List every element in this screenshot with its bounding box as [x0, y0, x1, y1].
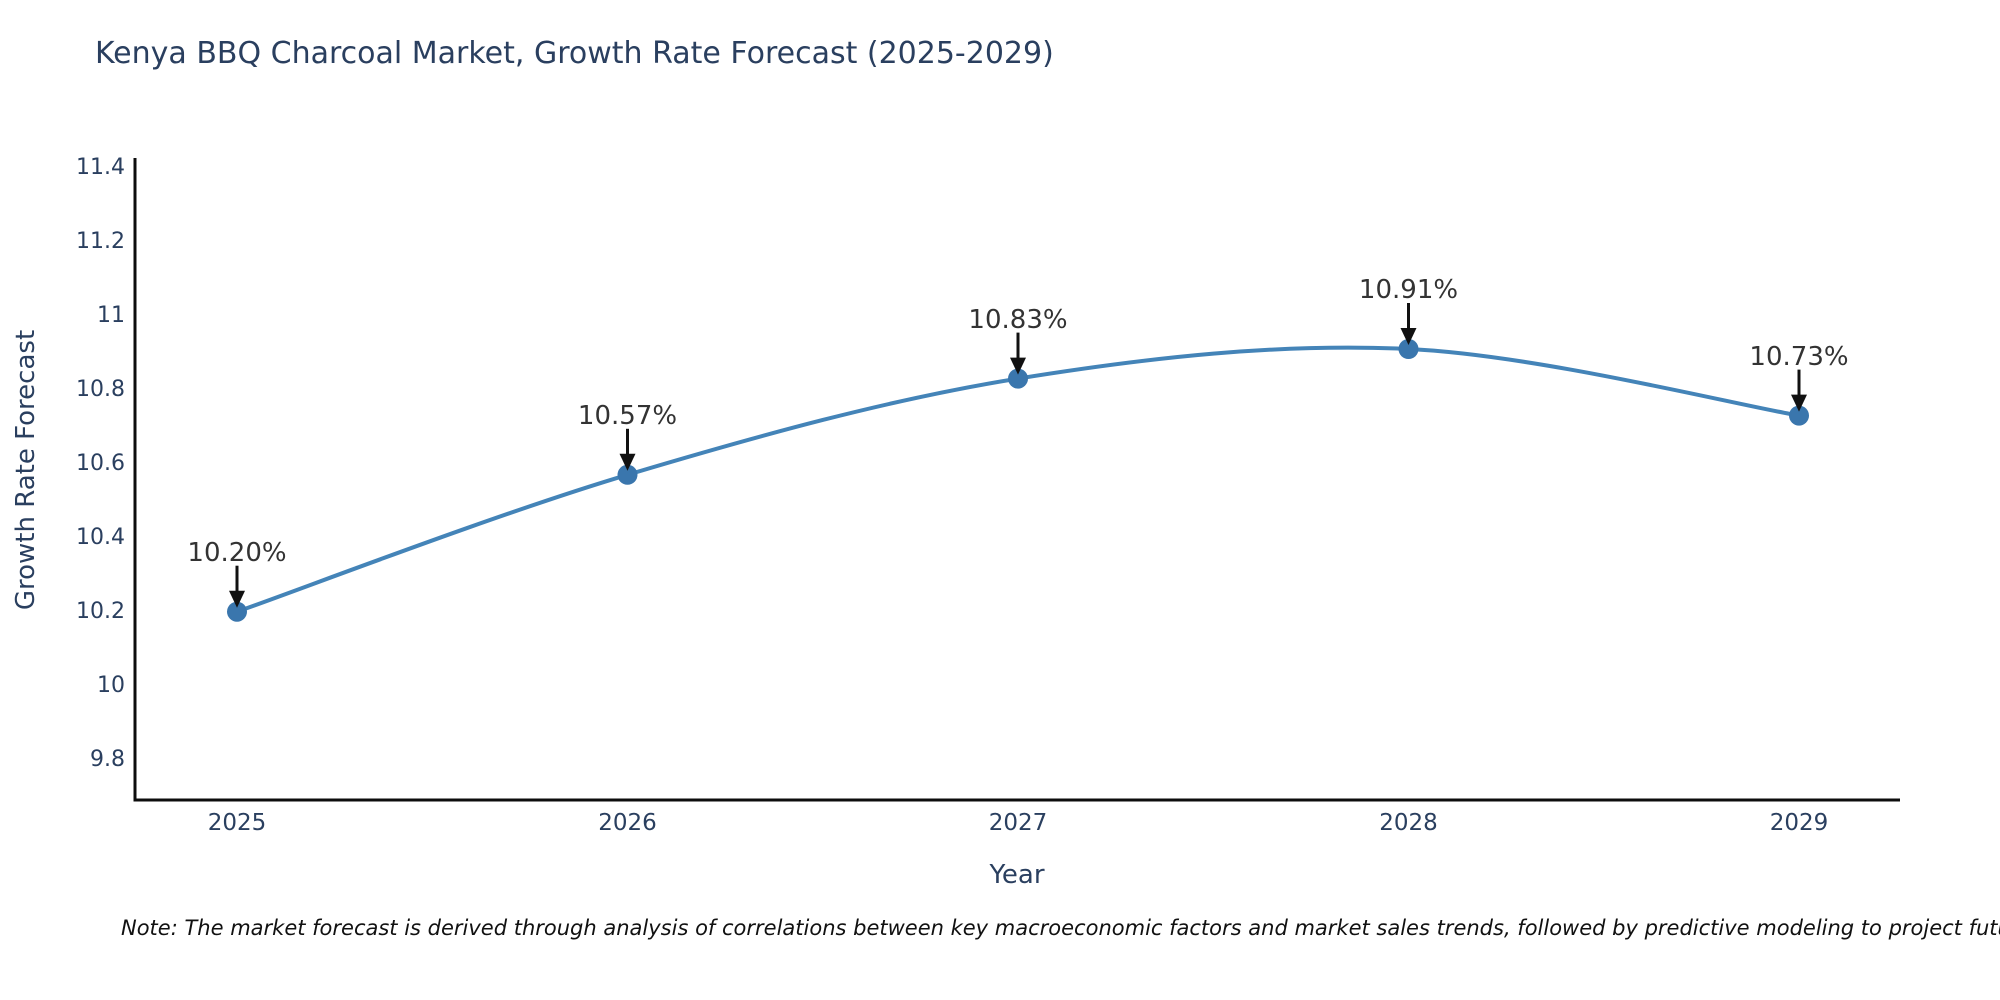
data-point-marker — [617, 464, 638, 485]
x-tick-label: 2027 — [988, 810, 1048, 836]
data-point-marker — [1008, 368, 1028, 389]
y-tick-label: 11.2 — [76, 228, 125, 254]
annotation-arrow-head — [619, 453, 636, 471]
y-tick-label: 10 — [97, 672, 125, 698]
point-label-2026: 10.57% — [577, 400, 678, 431]
y-tick-label: 10.6 — [76, 450, 125, 476]
point-label-2029: 10.73% — [1749, 341, 1849, 372]
point-label-2028: 10.91% — [1358, 275, 1459, 305]
y-tick-label: 9.8 — [90, 746, 125, 772]
annotation-arrow-head — [1010, 357, 1026, 375]
y-tick-label: 10.4 — [76, 524, 125, 550]
annotation-arrow-head — [1791, 394, 1807, 412]
point-label-2025: 10.20% — [187, 537, 287, 568]
x-axis-title: Year — [989, 860, 1045, 890]
annotation-arrows — [229, 303, 1807, 608]
x-tick-label: 2025 — [207, 810, 267, 836]
footnote: Note: The market forecast is derived thr… — [121, 916, 2000, 940]
data-point-marker — [1789, 405, 1809, 426]
y-tick-label: 10.2 — [76, 598, 125, 624]
line-series — [227, 339, 1809, 622]
y-tick-label: 11 — [97, 302, 125, 328]
y-tick-label: 10.8 — [76, 376, 125, 402]
data-point-marker — [1398, 339, 1419, 359]
data-point-marker — [227, 601, 247, 622]
annotation-arrow-head — [229, 590, 245, 608]
chart-title: Kenya BBQ Charcoal Market, Growth Rate F… — [95, 36, 1054, 71]
y-axis-title: Growth Rate Forecast — [11, 329, 41, 611]
point-label-2027: 10.83% — [968, 304, 1068, 335]
x-tick-label: 2026 — [598, 810, 657, 836]
annotation-arrow-head — [1400, 328, 1417, 345]
y-tick-label: 11.4 — [76, 154, 125, 180]
x-tick-label: 2028 — [1379, 810, 1438, 836]
x-tick-label: 2029 — [1769, 810, 1829, 836]
